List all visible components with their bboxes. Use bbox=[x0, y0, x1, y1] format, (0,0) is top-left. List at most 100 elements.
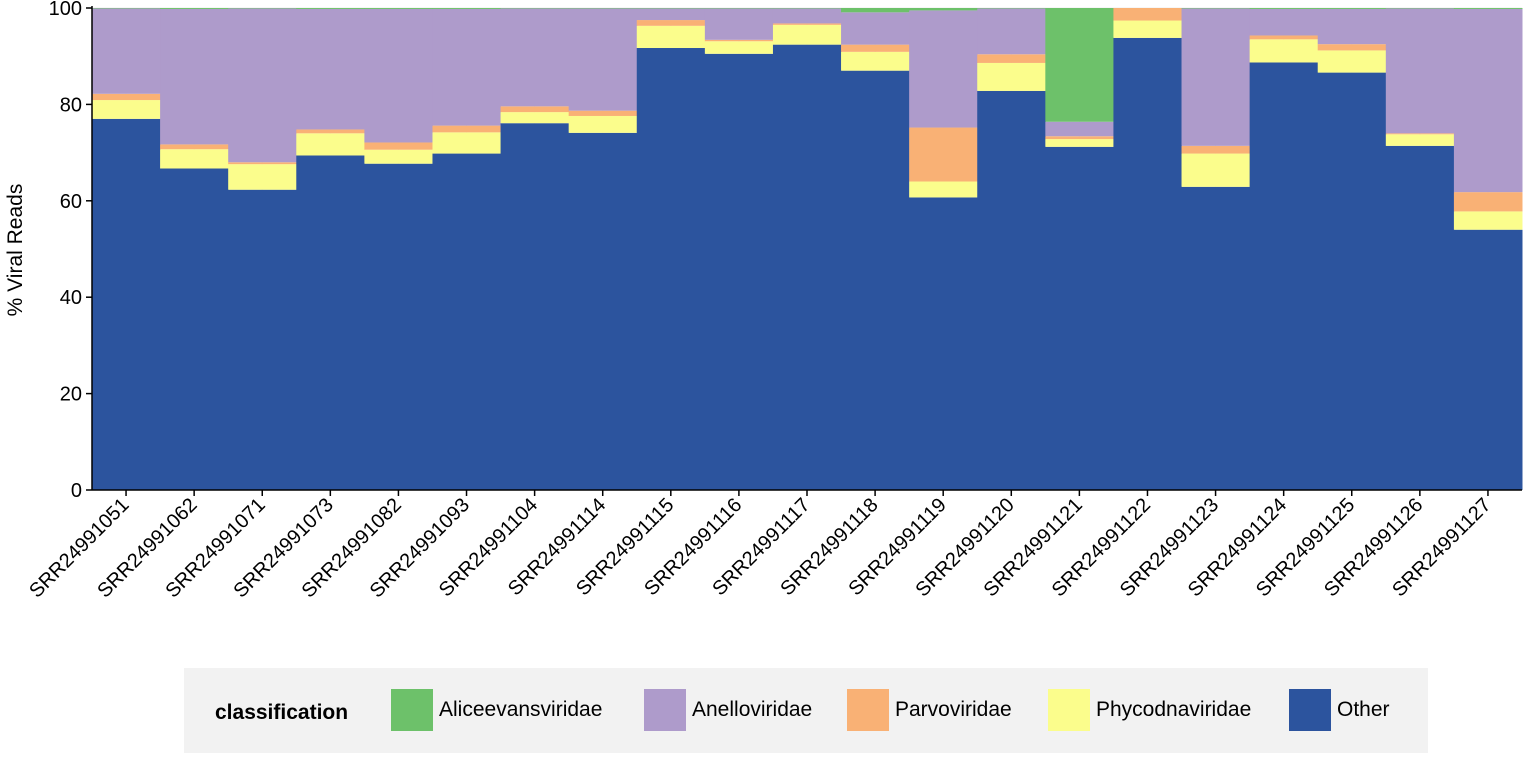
bar-segment-other bbox=[1317, 72, 1387, 490]
y-tick-label: 20 bbox=[60, 384, 82, 406]
bar-segment-anelloviridae bbox=[772, 8, 842, 24]
bar-segment-phycodnaviridae bbox=[228, 164, 297, 190]
bar-segment-other bbox=[500, 123, 570, 490]
bar-segment-anelloviridae bbox=[228, 8, 297, 163]
bar-segment-other bbox=[296, 155, 365, 490]
bar-segment-other bbox=[1453, 229, 1523, 490]
bar-segment-other bbox=[1181, 186, 1251, 490]
legend-item-phycodnaviridae: Phycodnaviridae bbox=[1048, 688, 1251, 732]
legend: classification Aliceevansviridae Anellov… bbox=[184, 668, 1428, 753]
bar-segment-phycodnaviridae bbox=[704, 41, 774, 54]
bar-segment-phycodnaviridae bbox=[909, 181, 978, 198]
bar-segment-aliceevansviridae bbox=[160, 8, 229, 9]
legend-item-other: Other bbox=[1289, 688, 1390, 732]
bar-segment-other bbox=[841, 70, 910, 490]
bar-segment-phycodnaviridae bbox=[1113, 20, 1183, 38]
legend-item-parvoviridae: Parvoviridae bbox=[847, 688, 1012, 732]
legend-label-aliceevansviridae: Aliceevansviridae bbox=[439, 698, 603, 721]
bar-segment-parvoviridae bbox=[841, 44, 910, 52]
bar-segment-other bbox=[1385, 145, 1455, 491]
bar-segment-phycodnaviridae bbox=[160, 149, 229, 169]
bar-segment-phycodnaviridae bbox=[500, 112, 570, 124]
legend-label-parvoviridae: Parvoviridae bbox=[895, 698, 1012, 721]
bar-segment-aliceevansviridae bbox=[1453, 8, 1523, 9]
bar-segment-anelloviridae bbox=[1453, 8, 1523, 193]
bar-segment-parvoviridae bbox=[909, 127, 978, 182]
y-tick-label: 80 bbox=[60, 94, 82, 116]
bar-segment-other bbox=[160, 168, 229, 491]
legend-item-anelloviridae: Anelloviridae bbox=[644, 688, 812, 732]
bar-segment-parvoviridae bbox=[228, 162, 297, 165]
bar-segment-aliceevansviridae bbox=[841, 8, 910, 13]
bar-segment-anelloviridae bbox=[568, 8, 638, 111]
bar-segment-other bbox=[704, 53, 774, 490]
bar-segment-aliceevansviridae bbox=[1317, 8, 1387, 9]
bar-segment-parvoviridae bbox=[1181, 145, 1251, 154]
legend-item-aliceevansviridae: Aliceevansviridae bbox=[391, 688, 602, 732]
bar-segment-phycodnaviridae bbox=[1385, 134, 1455, 146]
bar-segment-parvoviridae bbox=[977, 54, 1046, 63]
legend-swatch-other bbox=[1289, 689, 1331, 731]
bar-segment-other bbox=[228, 189, 297, 491]
bar-segment-parvoviridae bbox=[1249, 35, 1319, 40]
bar-segment-other bbox=[772, 44, 842, 491]
bar-segment-parvoviridae bbox=[1113, 8, 1183, 21]
bar-segment-anelloviridae bbox=[909, 10, 978, 128]
bar-segment-anelloviridae bbox=[364, 8, 433, 143]
bar-segment-aliceevansviridae bbox=[1249, 8, 1319, 9]
bar-segment-phycodnaviridae bbox=[1181, 153, 1251, 187]
bar-segment-parvoviridae bbox=[1045, 136, 1114, 140]
legend-swatch-anelloviridae bbox=[644, 689, 686, 731]
bar-segment-anelloviridae bbox=[432, 8, 502, 126]
bar-segment-other bbox=[909, 197, 978, 490]
bar-segment-anelloviridae bbox=[1385, 8, 1455, 134]
bar-segment-phycodnaviridae bbox=[364, 149, 433, 164]
bar-segment-phycodnaviridae bbox=[1045, 139, 1114, 147]
bar-segment-parvoviridae bbox=[636, 20, 706, 26]
bar-segment-other bbox=[636, 48, 706, 490]
bar-segment-anelloviridae bbox=[636, 8, 706, 21]
bar-segment-phycodnaviridae bbox=[1249, 39, 1319, 63]
bar-segment-parvoviridae bbox=[296, 129, 365, 134]
bar-segment-parvoviridae bbox=[500, 106, 570, 113]
bar-segment-other bbox=[92, 118, 161, 491]
bar-segment-other bbox=[364, 163, 433, 490]
bar-segment-aliceevansviridae bbox=[364, 8, 433, 9]
bar-segment-phycodnaviridae bbox=[296, 133, 365, 156]
bar-segment-phycodnaviridae bbox=[772, 24, 842, 45]
bar-segment-other bbox=[1045, 146, 1114, 491]
bar-segment-other bbox=[1249, 62, 1319, 490]
bar-segment-parvoviridae bbox=[568, 110, 638, 116]
bars-layer bbox=[92, 8, 1523, 491]
bar-segment-aliceevansviridae bbox=[432, 8, 502, 9]
legend-label-other: Other bbox=[1337, 698, 1390, 721]
bar-segment-anelloviridae bbox=[92, 8, 161, 94]
legend-title: classification bbox=[215, 701, 349, 724]
bar-segment-phycodnaviridae bbox=[1453, 211, 1523, 230]
bar-segment-parvoviridae bbox=[364, 142, 433, 150]
bar-segment-parvoviridae bbox=[1385, 133, 1455, 135]
y-tick-label: 100 bbox=[49, 0, 82, 20]
bar-segment-parvoviridae bbox=[1317, 44, 1387, 51]
bar-segment-phycodnaviridae bbox=[1317, 50, 1387, 73]
bar-segment-parvoviridae bbox=[432, 125, 502, 133]
bar-segment-aliceevansviridae bbox=[296, 8, 365, 9]
bar-segment-phycodnaviridae bbox=[841, 51, 910, 71]
legend-label-anelloviridae: Anelloviridae bbox=[692, 698, 813, 721]
bar-segment-parvoviridae bbox=[1453, 192, 1523, 212]
bar-segment-other bbox=[568, 132, 638, 490]
bar-segment-anelloviridae bbox=[1317, 8, 1387, 45]
legend-swatch-parvoviridae bbox=[847, 689, 889, 731]
bar-segment-other bbox=[1113, 37, 1183, 490]
y-tick-label: 60 bbox=[60, 191, 82, 213]
y-tick-label: 0 bbox=[71, 480, 82, 502]
legend-label-phycodnaviridae: Phycodnaviridae bbox=[1096, 698, 1252, 721]
bar-segment-anelloviridae bbox=[1181, 8, 1251, 146]
bar-segment-phycodnaviridae bbox=[92, 100, 161, 119]
bar-segment-phycodnaviridae bbox=[977, 62, 1046, 91]
bar-segment-anelloviridae bbox=[841, 12, 910, 45]
bar-segment-anelloviridae bbox=[704, 8, 774, 40]
bar-segment-parvoviridae bbox=[772, 23, 842, 25]
bar-segment-aliceevansviridae bbox=[909, 8, 978, 11]
bar-segment-parvoviridae bbox=[704, 39, 774, 42]
